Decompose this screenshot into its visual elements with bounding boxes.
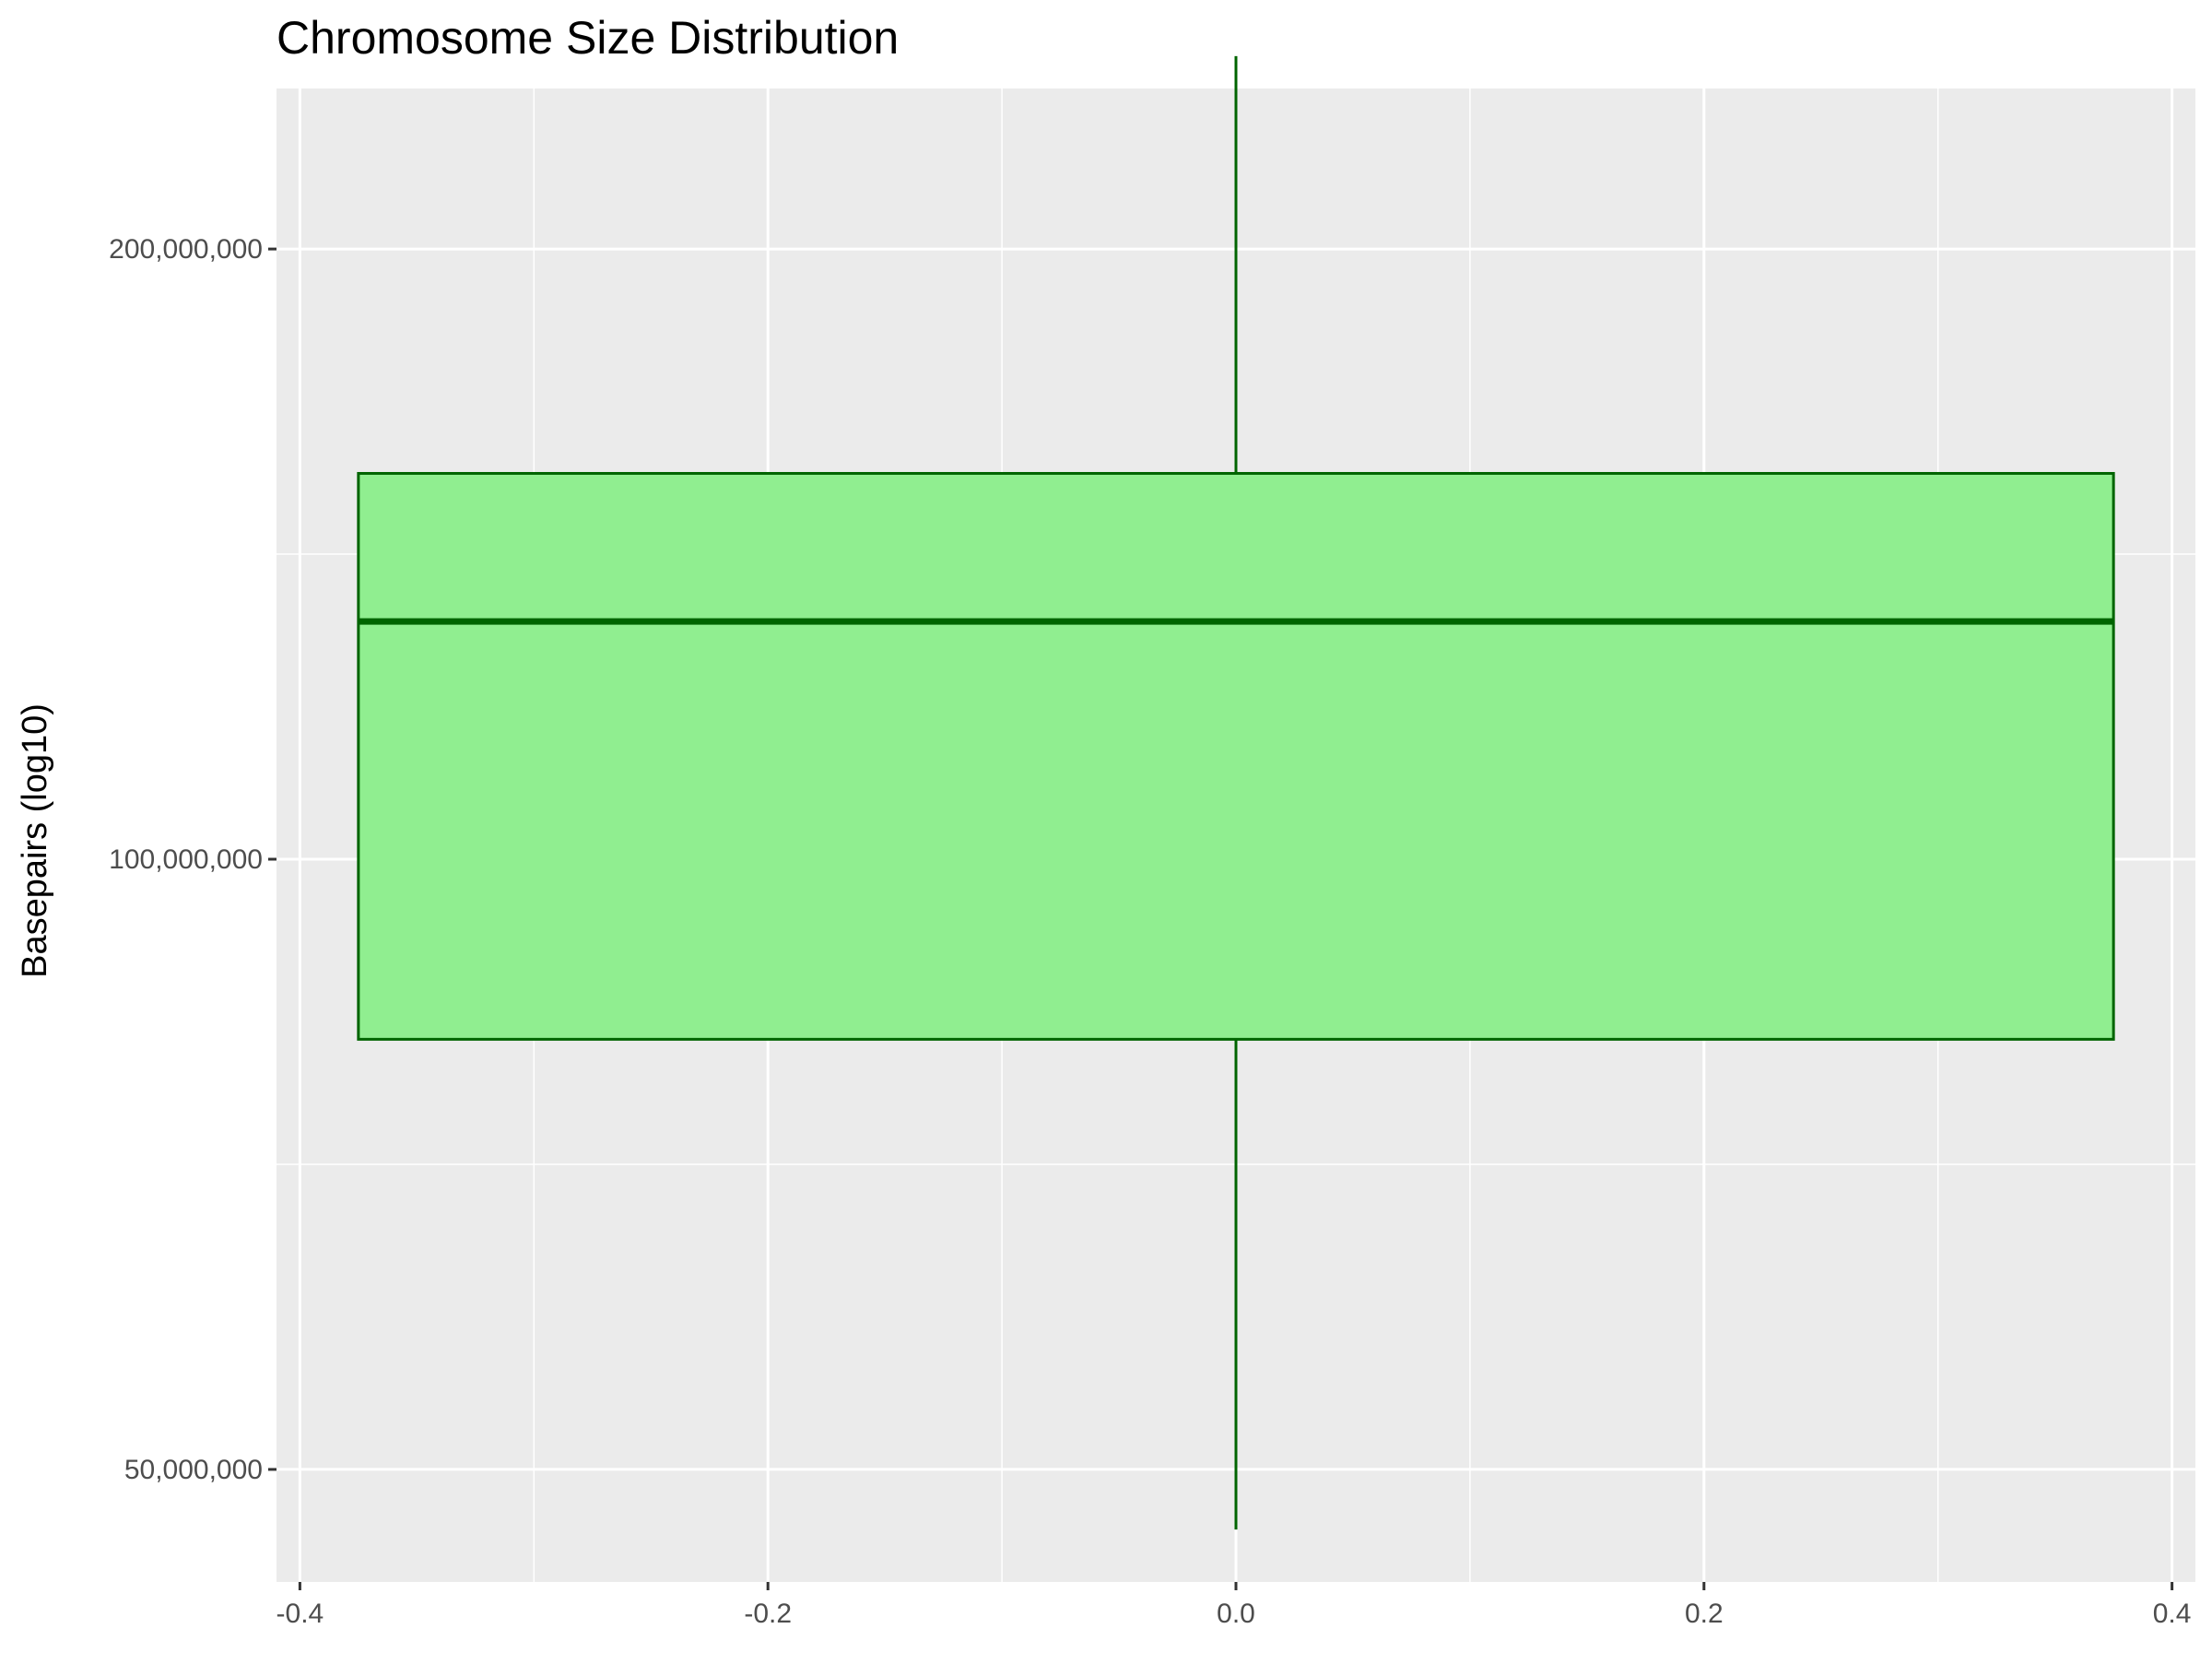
y-tick-label: 100,000,000 [109,844,263,875]
y-axis-label: Basepairs (log10) [16,703,54,978]
x-axis: -0.4 -0.2 0.0 0.2 0.4 [276,1582,2192,1629]
chart-title: Chromosome Size Distribution [276,12,899,64]
x-tick-label: -0.2 [744,1599,792,1629]
y-axis: 50,000,000 100,000,000 200,000,000 [109,234,276,1485]
boxplot [357,55,2115,1530]
y-tick-label: 50,000,000 [124,1455,263,1485]
x-tick-label: 0.4 [2153,1599,2192,1629]
box-iqr [357,472,2115,1041]
x-tick-label: 0.0 [1217,1599,1255,1629]
x-tick-label: 0.2 [1685,1599,1724,1629]
y-tick-label: 200,000,000 [109,234,263,265]
x-tick-label: -0.4 [276,1599,324,1629]
